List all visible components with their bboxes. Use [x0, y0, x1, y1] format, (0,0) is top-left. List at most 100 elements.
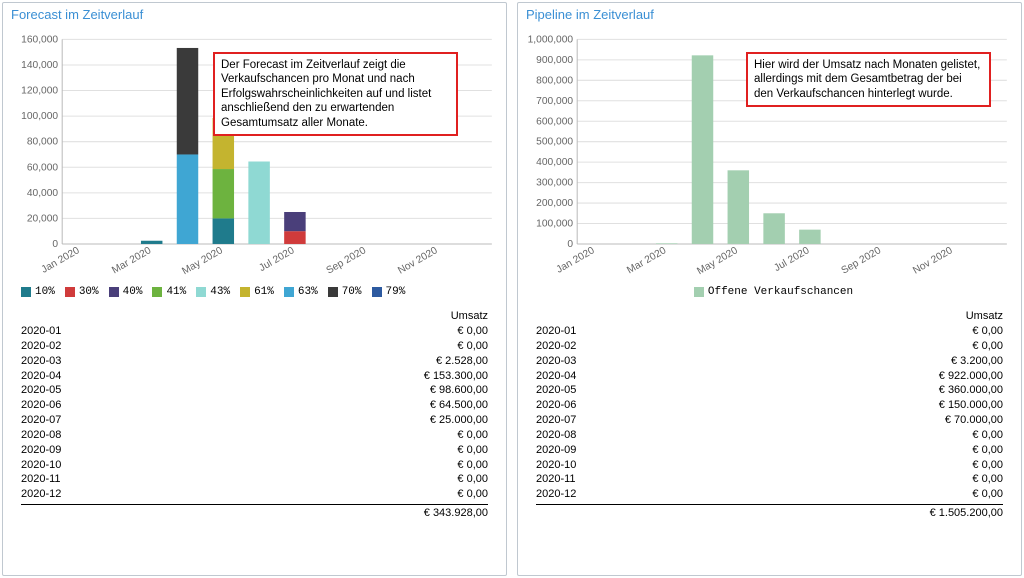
table-row-value: € 3.200,00: [951, 354, 1003, 369]
table-row: 2020-10€ 0,00: [21, 458, 488, 473]
svg-text:700,000: 700,000: [536, 96, 573, 107]
table-row-value: € 0,00: [972, 428, 1003, 443]
pipeline-chart: 0100,000200,000300,000400,000500,000600,…: [518, 24, 1021, 284]
table-row-value: € 0,00: [457, 324, 488, 339]
svg-text:600,000: 600,000: [536, 116, 573, 127]
table-row: 2020-06€ 64.500,00: [21, 398, 488, 413]
pipeline-table-total: € 1.505.200,00: [536, 504, 1003, 519]
svg-text:160,000: 160,000: [21, 34, 58, 45]
svg-text:20,000: 20,000: [27, 213, 59, 224]
legend-item: 61%: [240, 286, 274, 298]
legend-item: Offene Verkaufschancen: [694, 286, 853, 298]
svg-text:Mar 2020: Mar 2020: [625, 245, 668, 276]
table-row-label: 2020-02: [536, 339, 576, 354]
svg-text:200,000: 200,000: [536, 198, 573, 209]
legend-label: 41%: [166, 286, 186, 298]
table-row-value: € 0,00: [457, 458, 488, 473]
svg-text:500,000: 500,000: [536, 137, 573, 148]
table-row: 2020-02€ 0,00: [21, 339, 488, 354]
table-row-label: 2020-05: [536, 383, 576, 398]
svg-text:900,000: 900,000: [536, 55, 573, 66]
table-row-label: 2020-08: [21, 428, 61, 443]
table-row-value: € 64.500,00: [430, 398, 488, 413]
pipeline-legend: Offene Verkaufschancen: [518, 284, 1021, 304]
table-row-label: 2020-02: [21, 339, 61, 354]
legend-label: Offene Verkaufschancen: [708, 286, 853, 298]
table-row-value: € 0,00: [457, 487, 488, 502]
table-row-value: € 70.000,00: [945, 413, 1003, 428]
table-row: 2020-02 € 0,00: [536, 339, 1003, 354]
legend-item: 10%: [21, 286, 55, 298]
table-row-value: € 153.300,00: [424, 369, 488, 384]
table-row-label: 2020-12: [21, 487, 61, 502]
legend-item: 40%: [109, 286, 143, 298]
forecast-table-header: Umsatz: [21, 310, 488, 324]
table-row-value: € 0,00: [972, 443, 1003, 458]
table-row-label: 2020-06: [536, 398, 576, 413]
svg-text:Jan 2020: Jan 2020: [40, 245, 82, 276]
table-row: 2020-11 € 0,00: [21, 472, 488, 487]
table-row-label: 2020-01: [536, 324, 576, 339]
table-row-label: 2020-08: [536, 428, 576, 443]
svg-text:Mar 2020: Mar 2020: [110, 245, 153, 276]
table-row-value: € 0,00: [972, 472, 1003, 487]
table-row: 2020-06 € 150.000,00: [536, 398, 1003, 413]
legend-label: 63%: [298, 286, 318, 298]
svg-text:May 2020: May 2020: [695, 245, 740, 277]
table-row: 2020-12€ 0,00: [536, 487, 1003, 502]
table-row-value: € 150.000,00: [939, 398, 1003, 413]
table-row: 2020-09€ 0,00: [536, 443, 1003, 458]
table-row-value: € 25.000,00: [430, 413, 488, 428]
legend-swatch: [372, 287, 382, 297]
table-row: 2020-07 € 70.000,00: [536, 413, 1003, 428]
table-row-value: € 360.000,00: [939, 383, 1003, 398]
legend-swatch: [152, 287, 162, 297]
svg-text:Nov 2020: Nov 2020: [911, 245, 955, 277]
svg-text:800,000: 800,000: [536, 75, 573, 86]
table-row-label: 2020-12: [536, 487, 576, 502]
table-row-label: 2020-07: [536, 413, 576, 428]
pipeline-table-header: Umsatz: [536, 310, 1003, 324]
svg-text:0: 0: [52, 239, 58, 250]
forecast-table-total: € 343.928,00: [21, 504, 488, 519]
table-row-label: 2020-10: [536, 458, 576, 473]
table-row: 2020-12 € 0,00: [21, 487, 488, 502]
svg-text:Nov 2020: Nov 2020: [396, 245, 440, 277]
table-row: 2020-05 € 360.000,00: [536, 383, 1003, 398]
legend-swatch: [284, 287, 294, 297]
table-row-label: 2020-11: [21, 472, 61, 487]
svg-text:80,000: 80,000: [27, 137, 59, 148]
svg-text:May 2020: May 2020: [180, 245, 225, 277]
table-row-value: € 0,00: [457, 428, 488, 443]
pipeline-title: Pipeline im Zeitverlauf: [518, 3, 1021, 24]
table-row: 2020-01 € 0,00: [536, 324, 1003, 339]
legend-item: 63%: [284, 286, 318, 298]
svg-text:140,000: 140,000: [21, 60, 58, 71]
table-row: 2020-11 € 0,00: [536, 472, 1003, 487]
svg-text:400,000: 400,000: [536, 157, 573, 168]
table-row-label: 2020-11: [536, 472, 576, 487]
table-row-value: € 0,00: [972, 339, 1003, 354]
table-row: 2020-03€ 3.200,00: [536, 354, 1003, 369]
legend-label: 30%: [79, 286, 99, 298]
table-row: 2020-04€ 922.000,00: [536, 369, 1003, 384]
legend-item: 79%: [372, 286, 406, 298]
pipeline-table: Umsatz 2020-01€ 0,002020-02€ 0,002020-03…: [518, 304, 1021, 527]
table-row-value: € 0,00: [972, 324, 1003, 339]
table-row-value: € 0,00: [972, 458, 1003, 473]
legend-label: 70%: [342, 286, 362, 298]
forecast-panel: Forecast im Zeitverlauf 020,00040,00060,…: [2, 2, 507, 576]
table-row: 2020-03€ 2.528,00: [21, 354, 488, 369]
table-row: 2020-07€ 25.000,00: [21, 413, 488, 428]
legend-label: 40%: [123, 286, 143, 298]
table-row-value: € 2.528,00: [436, 354, 488, 369]
legend-label: 61%: [254, 286, 274, 298]
table-row: 2020-09€ 0,00: [21, 443, 488, 458]
forecast-title: Forecast im Zeitverlauf: [3, 3, 506, 24]
table-row-value: € 0,00: [457, 472, 488, 487]
table-row-label: 2020-09: [21, 443, 61, 458]
table-row: 2020-10 € 0,00: [536, 458, 1003, 473]
table-row: 2020-04€ 153.300,00: [21, 369, 488, 384]
forecast-legend: 10%30%40%41%43%61%63%70%79%: [3, 284, 506, 304]
svg-text:0: 0: [567, 239, 573, 250]
